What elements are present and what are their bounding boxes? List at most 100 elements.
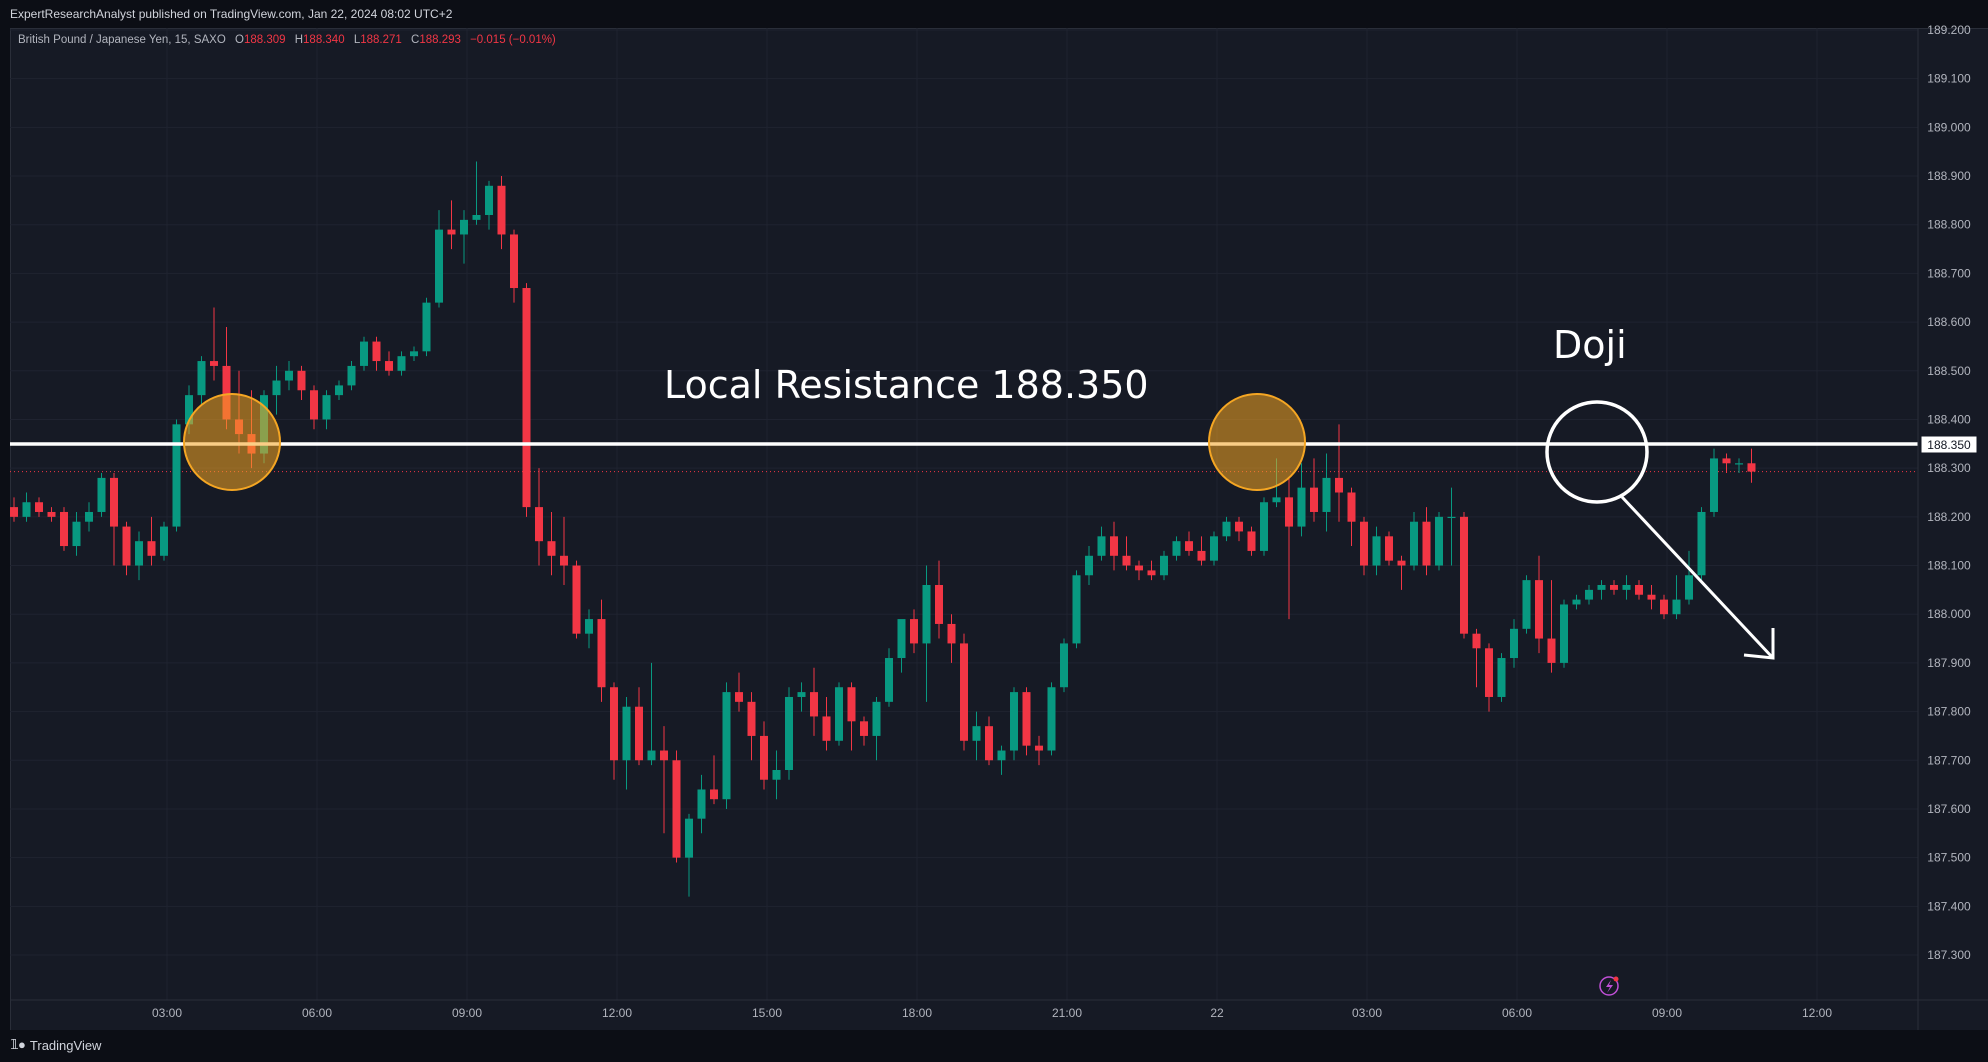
candle[interactable]: [472, 161, 481, 225]
candle[interactable]: [372, 336, 381, 371]
candle[interactable]: [1260, 497, 1268, 556]
candle[interactable]: [1035, 735, 1043, 766]
candle[interactable]: [622, 696, 631, 790]
candle[interactable]: [1422, 507, 1431, 576]
candle[interactable]: [885, 648, 893, 707]
candle[interactable]: [835, 682, 843, 746]
candle[interactable]: [385, 351, 393, 376]
candle[interactable]: [860, 716, 868, 746]
candle[interactable]: [1510, 619, 1518, 668]
candle[interactable]: [1197, 536, 1206, 566]
candle[interactable]: [1235, 516, 1243, 542]
candle[interactable]: [335, 380, 343, 400]
candle[interactable]: [1010, 687, 1018, 761]
candle[interactable]: [1635, 580, 1643, 600]
candle[interactable]: [1097, 526, 1106, 561]
candle[interactable]: [760, 721, 768, 790]
candle[interactable]: [947, 614, 956, 663]
candle[interactable]: [297, 365, 306, 400]
candle[interactable]: [1597, 580, 1606, 600]
candle[interactable]: [572, 560, 581, 639]
candle[interactable]: [785, 687, 793, 780]
candle[interactable]: [1647, 585, 1656, 610]
candle[interactable]: [272, 365, 281, 415]
candle[interactable]: [635, 687, 643, 766]
candle[interactable]: [22, 492, 31, 522]
candle[interactable]: [147, 516, 156, 566]
candle[interactable]: [1085, 546, 1093, 585]
candle[interactable]: [772, 750, 781, 800]
candle[interactable]: [1147, 560, 1156, 581]
chart-panel[interactable]: [10, 28, 1988, 1031]
candle[interactable]: [1572, 594, 1581, 610]
candle[interactable]: [1410, 511, 1418, 571]
candle[interactable]: [1722, 453, 1731, 474]
candle[interactable]: [697, 774, 706, 834]
candle[interactable]: [35, 497, 43, 517]
candle[interactable]: [910, 609, 918, 654]
candle[interactable]: [647, 662, 656, 766]
candle[interactable]: [1397, 555, 1406, 590]
candle[interactable]: [97, 473, 106, 517]
candle[interactable]: [922, 565, 931, 702]
candle[interactable]: [672, 750, 681, 863]
candle[interactable]: [310, 385, 318, 430]
candle[interactable]: [210, 307, 218, 381]
candle[interactable]: [1072, 570, 1081, 649]
candle[interactable]: [997, 745, 1006, 775]
candle[interactable]: [1622, 575, 1631, 600]
candle[interactable]: [972, 711, 981, 761]
lightning-icon[interactable]: [1599, 976, 1619, 996]
candle[interactable]: [1385, 531, 1393, 566]
tradingview-brand[interactable]: 𝟙● TradingView: [10, 1037, 101, 1053]
candle[interactable]: [547, 511, 556, 576]
candle[interactable]: [122, 521, 131, 576]
candle[interactable]: [85, 502, 93, 532]
candle[interactable]: [1697, 507, 1706, 581]
candle[interactable]: [1710, 448, 1718, 517]
candle[interactable]: [735, 672, 743, 712]
candle[interactable]: [1360, 516, 1368, 576]
candle[interactable]: [810, 667, 818, 736]
candle[interactable]: [1435, 511, 1443, 571]
candle[interactable]: [872, 696, 881, 761]
candle[interactable]: [1135, 560, 1143, 581]
candle[interactable]: [135, 531, 143, 581]
candle[interactable]: [497, 176, 506, 250]
candle[interactable]: [172, 419, 181, 532]
candle[interactable]: [985, 716, 993, 766]
candle[interactable]: [1310, 458, 1318, 522]
candle[interactable]: [460, 210, 468, 264]
candle[interactable]: [1735, 458, 1743, 474]
candle[interactable]: [1547, 580, 1556, 673]
candle[interactable]: [110, 473, 118, 566]
candle[interactable]: [397, 351, 406, 376]
candle[interactable]: [1285, 477, 1293, 620]
candle[interactable]: [197, 356, 206, 405]
candle[interactable]: [1535, 555, 1543, 654]
candle[interactable]: [1610, 580, 1618, 595]
candle[interactable]: [1110, 521, 1118, 571]
candle[interactable]: [1160, 550, 1168, 581]
candle[interactable]: [1022, 687, 1031, 756]
candle[interactable]: [47, 507, 56, 522]
candle[interactable]: [435, 210, 443, 308]
candle[interactable]: [1122, 536, 1131, 571]
candle[interactable]: [485, 180, 493, 230]
candle[interactable]: [535, 468, 543, 566]
candle[interactable]: [1335, 424, 1343, 522]
candle[interactable]: [1297, 463, 1306, 537]
candle[interactable]: [1685, 550, 1693, 605]
candle[interactable]: [747, 692, 756, 761]
candle[interactable]: [585, 609, 593, 649]
candle[interactable]: [1485, 643, 1493, 712]
candle[interactable]: [1522, 575, 1531, 634]
candle[interactable]: [660, 726, 668, 834]
candle[interactable]: [1472, 628, 1481, 688]
candle[interactable]: [1060, 638, 1068, 693]
candle[interactable]: [597, 599, 606, 702]
candle[interactable]: [1460, 511, 1468, 639]
candle[interactable]: [1447, 487, 1456, 566]
candle[interactable]: [1497, 653, 1506, 702]
candle[interactable]: [797, 682, 806, 712]
